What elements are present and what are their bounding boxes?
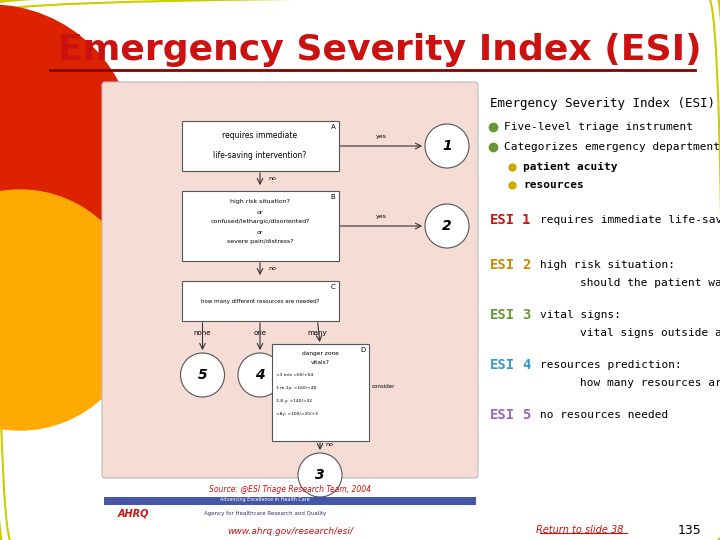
Text: or: or: [257, 210, 264, 214]
Text: high risk situation?: high risk situation?: [230, 199, 290, 205]
Text: none: none: [194, 330, 211, 336]
Text: yes: yes: [376, 214, 387, 219]
Text: B: B: [330, 194, 336, 200]
Text: www.ahrq.gov/research/esi/: www.ahrq.gov/research/esi/: [227, 526, 353, 536]
Circle shape: [0, 5, 135, 295]
Text: vitals?: vitals?: [310, 361, 330, 366]
Circle shape: [181, 353, 225, 397]
Text: D: D: [360, 347, 366, 353]
Circle shape: [0, 190, 140, 430]
Text: no: no: [268, 266, 276, 271]
Text: Source: @ESI Triage Research Team, 2004: Source: @ESI Triage Research Team, 2004: [209, 485, 371, 495]
Text: A: A: [330, 124, 336, 130]
Text: >8y: >100/>20/+3: >8y: >100/>20/+3: [276, 412, 318, 416]
Text: life-saving intervention?: life-saving intervention?: [213, 152, 307, 160]
Circle shape: [425, 204, 469, 248]
Text: how many resources are needed?: how many resources are needed?: [580, 378, 720, 388]
Text: 135: 135: [678, 523, 702, 537]
Text: requires immediate life-saving intervention: requires immediate life-saving intervent…: [540, 215, 720, 225]
Text: resources prediction:: resources prediction:: [540, 360, 682, 370]
Text: no: no: [268, 176, 276, 181]
Text: or: or: [257, 230, 264, 234]
Text: ESI: ESI: [490, 408, 515, 422]
Text: 1: 1: [522, 213, 531, 227]
Text: patient acuity: patient acuity: [523, 162, 618, 172]
Text: 4: 4: [255, 368, 265, 382]
FancyBboxPatch shape: [104, 505, 476, 521]
Text: consider: consider: [372, 384, 395, 389]
FancyBboxPatch shape: [181, 191, 338, 261]
Text: no: no: [325, 442, 333, 448]
Text: how many different resources are needed?: how many different resources are needed?: [201, 299, 319, 303]
FancyBboxPatch shape: [181, 121, 338, 171]
Text: many: many: [307, 330, 328, 336]
Text: 5: 5: [198, 368, 207, 382]
Text: no resources needed: no resources needed: [540, 410, 668, 420]
Text: ESI: ESI: [490, 213, 515, 227]
Text: high risk situation:: high risk situation:: [540, 260, 675, 270]
Text: 1: 1: [442, 139, 452, 153]
Circle shape: [238, 353, 282, 397]
Text: AHRQ: AHRQ: [117, 508, 149, 518]
Circle shape: [298, 453, 342, 497]
Text: Five-level triage instrument: Five-level triage instrument: [504, 122, 693, 132]
Text: vital signs:: vital signs:: [540, 310, 621, 320]
Text: confused/lethargic/disoriented?: confused/lethargic/disoriented?: [210, 219, 310, 225]
Text: should the patient wait?: should the patient wait?: [580, 278, 720, 288]
Text: 3: 3: [522, 308, 531, 322]
Text: 3: 3: [315, 468, 325, 482]
Text: Agency for Healthcare Research and Quality: Agency for Healthcare Research and Quali…: [204, 510, 326, 516]
Text: 5: 5: [522, 408, 531, 422]
Text: Emergency Severity Index (ESI): Emergency Severity Index (ESI): [58, 33, 702, 67]
FancyBboxPatch shape: [181, 281, 338, 321]
Text: <3 m/o >60/+54: <3 m/o >60/+54: [276, 373, 314, 377]
Text: Advancing Excellence in Health Care: Advancing Excellence in Health Care: [220, 497, 310, 503]
Text: requires immediate: requires immediate: [222, 132, 297, 140]
Text: yes: yes: [376, 134, 387, 139]
FancyBboxPatch shape: [102, 82, 478, 478]
Text: Categorizes emergency department patients by: Categorizes emergency department patient…: [504, 142, 720, 152]
Text: 2: 2: [522, 258, 531, 272]
Text: vital signs outside accepted parameters?: vital signs outside accepted parameters?: [580, 328, 720, 338]
Text: resources: resources: [523, 180, 584, 190]
FancyBboxPatch shape: [271, 344, 369, 441]
Text: ESI: ESI: [490, 308, 515, 322]
Text: severe pain/distress?: severe pain/distress?: [227, 240, 293, 245]
Text: ESI: ESI: [490, 358, 515, 372]
Text: ESI: ESI: [490, 258, 515, 272]
Text: 4: 4: [522, 358, 531, 372]
Text: danger zone: danger zone: [302, 350, 338, 355]
Text: 2: 2: [442, 219, 452, 233]
Text: Return to slide 38: Return to slide 38: [536, 525, 624, 535]
Text: 3-8 y: >140/>32: 3-8 y: >140/>32: [276, 399, 312, 403]
Text: Emergency Severity Index (ESI): Emergency Severity Index (ESI): [490, 97, 715, 110]
FancyBboxPatch shape: [104, 497, 476, 521]
Circle shape: [425, 124, 469, 168]
Text: C: C: [330, 284, 336, 290]
Text: 3 m-3y: >160/+48: 3 m-3y: >160/+48: [276, 386, 317, 390]
Text: one: one: [253, 330, 266, 336]
